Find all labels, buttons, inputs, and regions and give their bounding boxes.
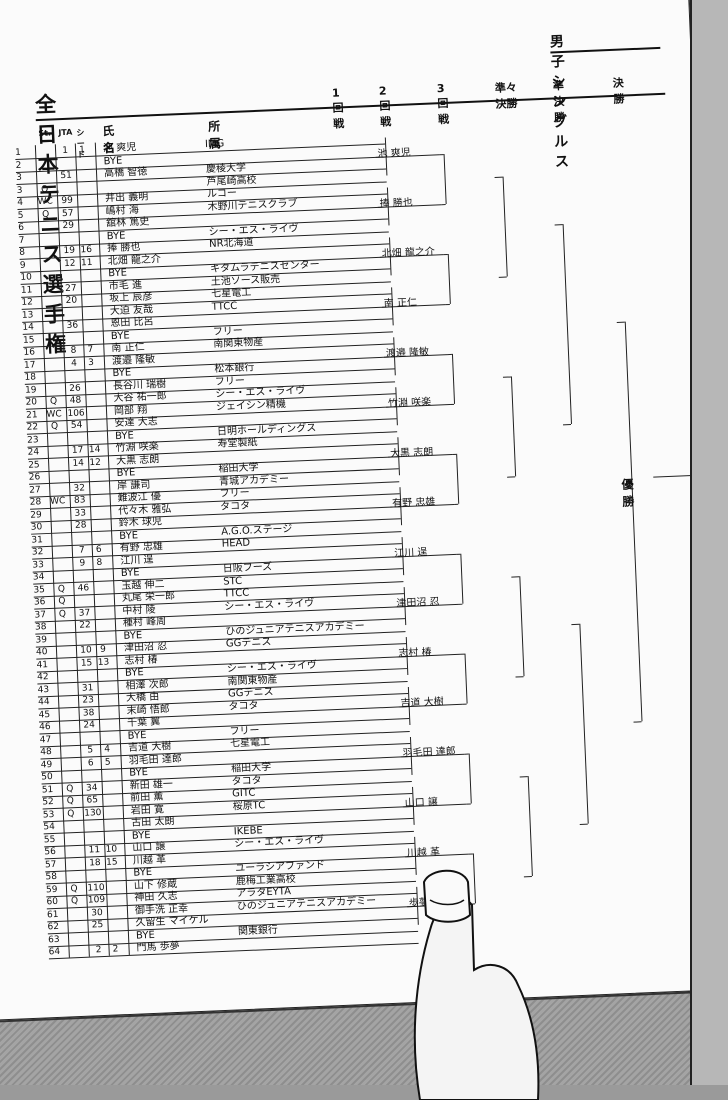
bracket-connector (469, 753, 472, 803)
title-underline (36, 93, 666, 121)
col-header-st: St. (38, 129, 51, 139)
bracket-slot (515, 676, 523, 677)
bracket-slot (617, 321, 625, 322)
bracket-slot (580, 823, 588, 824)
round1-winner: 江川 逞 (394, 543, 428, 559)
bracket-slot (442, 204, 446, 205)
tournament-sheet: 男子シングルス 全日本テニス選手権 1回戦 2回戦 3回戦 準々決勝 準決勝 決… (0, 0, 728, 1021)
round1-winner: 大黒 志朗 (390, 443, 434, 460)
bracket-slot (555, 224, 563, 225)
bracket-slot (520, 776, 528, 777)
bracket-slot (450, 404, 454, 405)
round1-winner: 捧 勝也 (379, 193, 413, 209)
round1-winner: 志村 椿 (398, 643, 432, 659)
bracket-connector (448, 254, 451, 304)
round1-winner: 吉道 大樹 (400, 692, 444, 709)
bracket-slot (463, 703, 467, 704)
bracket-slot (448, 354, 452, 355)
bracket-slot (452, 454, 456, 455)
bracket-slot (465, 753, 469, 754)
bracket-slot (633, 721, 641, 722)
bracket-connector (563, 224, 572, 424)
bracket-connector (519, 576, 524, 676)
bracket-slot (456, 553, 460, 554)
bracket-connector (503, 176, 508, 276)
round-label-1: 1回戦 (332, 86, 345, 131)
binder-edge (690, 0, 728, 1085)
champion-label: 優勝 (621, 475, 634, 509)
round-label-3: 3回戦 (437, 82, 450, 127)
round1-winner: 南 正仁 (383, 293, 417, 309)
bracket-slot (469, 853, 473, 854)
bracket-slot (454, 504, 458, 505)
col-header-jta: JTA (58, 128, 72, 138)
bracket-slot (467, 803, 471, 804)
bracket-connector (625, 321, 643, 721)
bracket-slot (444, 254, 448, 255)
round-label-6: 決勝 (612, 74, 624, 106)
bracket-slot (503, 376, 511, 377)
bracket-slot (563, 424, 571, 425)
round1-winner: 川越 革 (406, 843, 440, 859)
bracket-connector (511, 376, 516, 476)
bracket-slot (507, 476, 515, 477)
bracket-slot (446, 304, 450, 305)
bracket-slot (499, 276, 507, 277)
round1-winner: 竹淵 咲楽 (388, 393, 432, 410)
bracket-slot (511, 576, 519, 577)
bracket-connector (452, 354, 455, 404)
bracket-connector (579, 624, 588, 824)
round1-winner: 羽毛田 達郎 (402, 742, 456, 759)
round1-winner: 山口 譲 (404, 793, 438, 809)
round1-winner: 池 爽児 (377, 143, 411, 159)
round-label-4: 準々決勝 (495, 79, 518, 112)
round1-winner: 北畑 龍之介 (381, 242, 435, 259)
round1-winner: 渡邉 隆敏 (385, 343, 429, 360)
bracket-connector (460, 553, 463, 603)
round-label-2: 2回戦 (379, 84, 392, 129)
category-underline (550, 47, 660, 54)
bracket-slot (460, 653, 464, 654)
round-label-5: 準決勝 (552, 77, 565, 125)
bracket-slot (440, 154, 444, 155)
round1-winner: 有野 忠雄 (392, 492, 436, 509)
round1-winner: 津田沼 忍 (396, 592, 440, 609)
bracket-connector (464, 653, 467, 703)
bracket-slot (495, 176, 503, 177)
bracket-slot (571, 624, 579, 625)
holding-hand (400, 860, 550, 1100)
bracket-connector (456, 454, 459, 504)
bracket-slot (458, 603, 462, 604)
bracket-connector (444, 154, 447, 204)
